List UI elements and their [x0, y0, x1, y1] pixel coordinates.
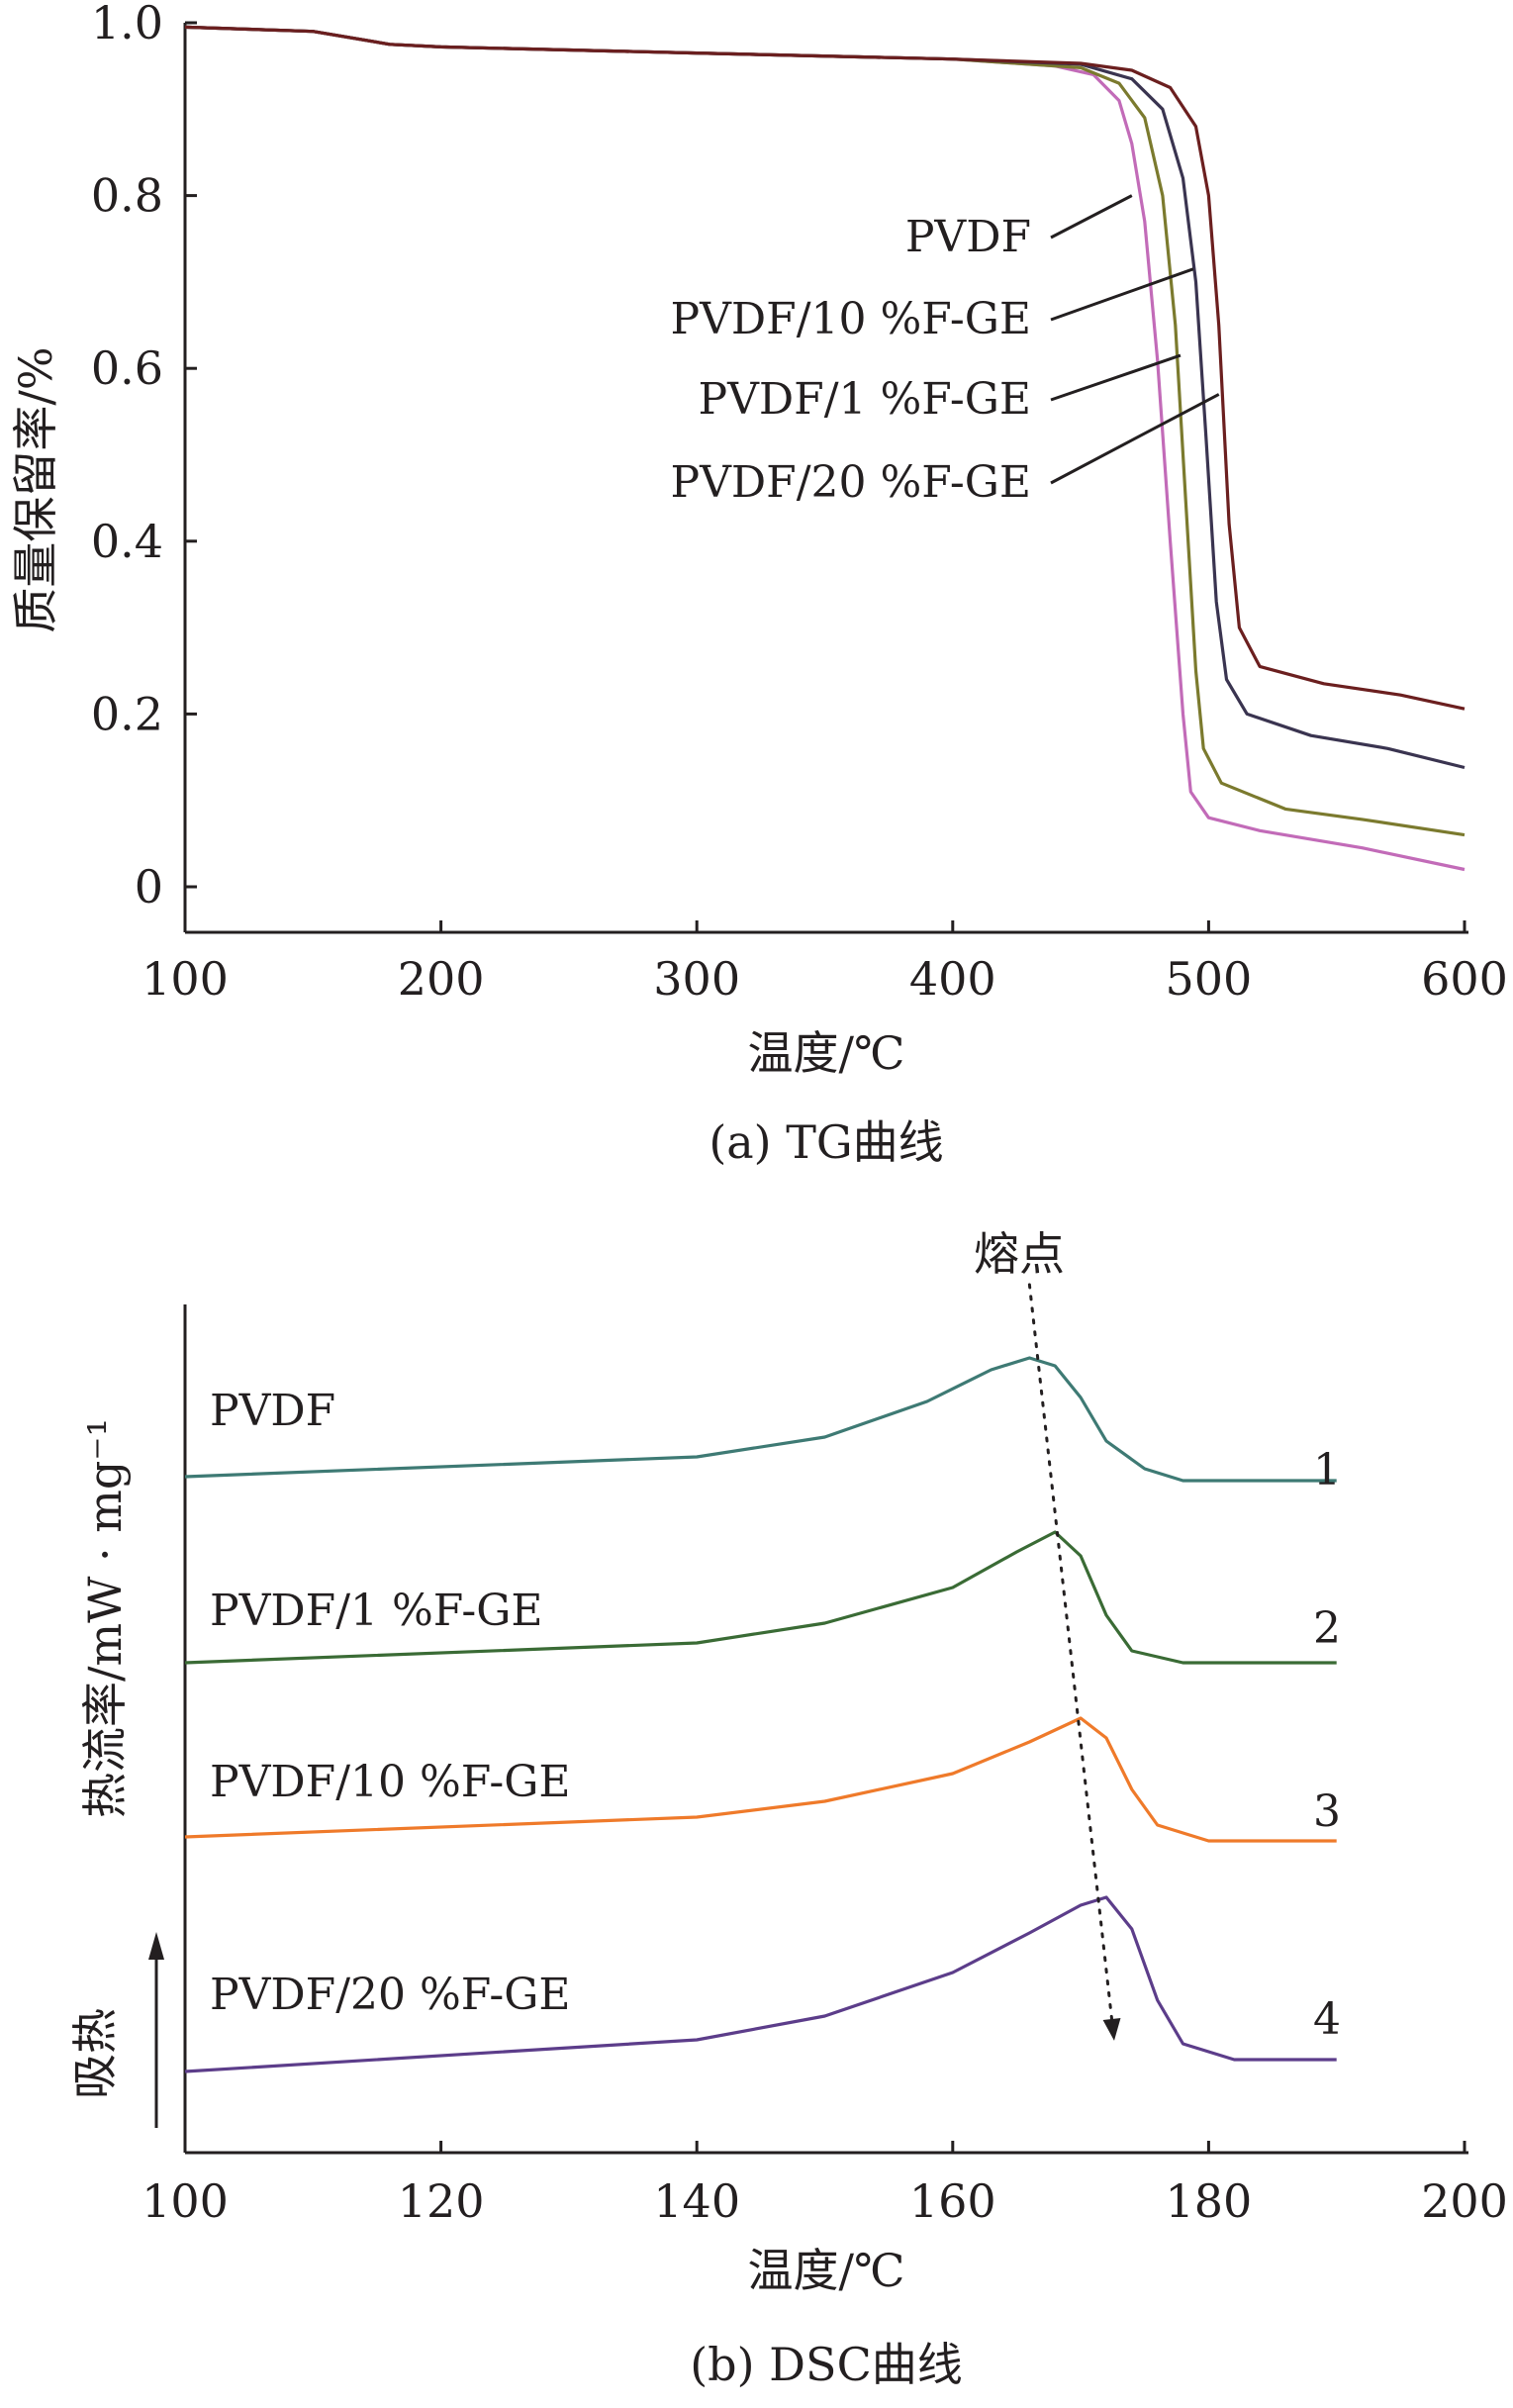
tg-y-tick-label-1.0: 1.0 [91, 0, 163, 49]
dsc-chart: 100 120 140 160 180 200 PVDF PVDF/1 %F-G… [68, 1227, 1508, 2391]
tg-series-line-2 [184, 25, 1466, 837]
tg-y-axis-title: 质量保留率/% [9, 346, 62, 632]
tg-y-ticks [185, 21, 197, 889]
tg-series-label-pvdf-1: PVDF/1 %F-GE [699, 374, 1032, 425]
dsc-series-label-pvdf: PVDF [210, 1386, 335, 1436]
dsc-curve-number-4: 4 [1313, 1994, 1341, 2045]
tg-x-ticks [183, 920, 1466, 932]
dsc-x-tick-label-180: 180 [1165, 2174, 1252, 2228]
tg-series-label-pvdf-20: PVDF/20 %F-GE [671, 457, 1031, 508]
tg-series-label-pvdf: PVDF [905, 212, 1031, 262]
tg-y-tick-label-0.8: 0.8 [91, 169, 163, 223]
endothermic-arrow-icon [148, 1932, 164, 2128]
dsc-curve-number-3: 3 [1313, 1786, 1341, 1837]
tg-label-leaders [1050, 194, 1220, 485]
dsc-series-line-4 [184, 1895, 1337, 2073]
dsc-x-tick-label-160: 160 [909, 2174, 996, 2228]
tg-x-tick-label-400: 400 [909, 952, 996, 1006]
tg-series-line-1 [184, 25, 1466, 872]
dsc-x-tick-label-100: 100 [142, 2174, 229, 2228]
dsc-x-axis-title: 温度/℃ [748, 2244, 905, 2297]
dsc-series-line-1 [184, 1356, 1337, 1483]
tg-x-tick-label-300: 300 [653, 952, 740, 1006]
melting-point-guide [1027, 1283, 1121, 2041]
dsc-x-ticks [183, 2141, 1466, 2153]
tg-y-tick-label-0: 0 [135, 860, 163, 914]
dsc-y-axis-title: 热流率/mW · mg⁻¹ [78, 1418, 132, 1818]
dsc-series-label-pvdf-1: PVDF/1 %F-GE [210, 1586, 543, 1636]
tg-x-tick-label-100: 100 [142, 952, 229, 1006]
tg-y-tick-label-0.6: 0.6 [91, 341, 163, 395]
endothermic-label: 吸热 [68, 2008, 122, 2099]
melting-point-annotation: 熔点 [974, 1227, 1065, 1281]
dsc-series-line-2 [184, 1530, 1337, 1665]
tg-leader-line-1 [1050, 194, 1133, 240]
tg-x-axis-title: 温度/℃ [748, 1026, 905, 1080]
tg-caption: (a) TG曲线 [709, 1115, 943, 1169]
tg-chart: 100 200 300 400 500 600 0 0.2 0.4 0.6 0.… [9, 0, 1508, 1169]
tg-series-group [184, 25, 1466, 872]
tg-series-line-4 [184, 25, 1466, 711]
tg-y-tick-label-0.4: 0.4 [91, 515, 163, 568]
dsc-series-label-pvdf-10: PVDF/10 %F-GE [210, 1757, 570, 1807]
tg-leader-line-4 [1050, 393, 1220, 485]
tg-x-tick-label-500: 500 [1165, 952, 1252, 1006]
dsc-series-label-pvdf-20: PVDF/20 %F-GE [210, 1970, 570, 2020]
tg-leader-line-3 [1050, 353, 1182, 402]
tg-leader-line-2 [1050, 267, 1194, 322]
dsc-x-tick-label-120: 120 [398, 2174, 485, 2228]
dsc-series-group [184, 1356, 1337, 2073]
tg-x-tick-label-600: 600 [1421, 952, 1508, 1006]
dsc-caption: (b) DSC曲线 [690, 2338, 963, 2391]
dsc-curve-number-2: 2 [1313, 1603, 1341, 1654]
dsc-curve-number-1: 1 [1313, 1445, 1341, 1495]
tg-x-tick-label-200: 200 [398, 952, 485, 1006]
dsc-series-line-3 [184, 1716, 1337, 1843]
melting-point-arrowhead-icon [1102, 2018, 1121, 2041]
dsc-x-tick-label-200: 200 [1421, 2174, 1508, 2228]
melting-point-dotted-line [1027, 1283, 1114, 2029]
tg-series-label-pvdf-10: PVDF/10 %F-GE [671, 294, 1031, 344]
tg-y-tick-label-0.2: 0.2 [91, 687, 163, 740]
dsc-x-tick-label-140: 140 [653, 2174, 740, 2228]
